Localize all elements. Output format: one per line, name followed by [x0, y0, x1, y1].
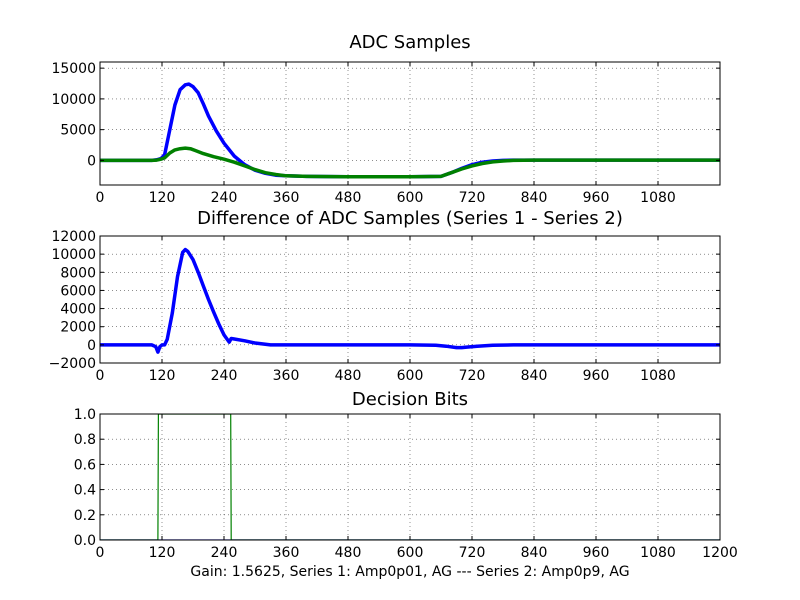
x-tick-label: 1080 [640, 368, 676, 384]
x-tick-label: 960 [583, 190, 610, 206]
plot-frame [99, 413, 721, 541]
x-tick-label: 600 [397, 190, 424, 206]
x-tick-label: 360 [273, 368, 300, 384]
difference-chart: Difference of ADC Samples (Series 1 - Se… [49, 208, 721, 384]
x-tick-label: 600 [397, 545, 424, 561]
series-line-2 [100, 146, 720, 179]
y-tick-label: 2000 [60, 320, 96, 336]
series-line-1 [100, 247, 720, 354]
y-tick-label: 10000 [51, 247, 96, 263]
y-tick-label: −2000 [49, 356, 96, 372]
x-tick-label: 960 [583, 368, 610, 384]
x-tick-label: 120 [149, 190, 176, 206]
x-tick-label: 480 [335, 190, 362, 206]
y-tick-label: 4000 [60, 302, 96, 318]
x-tick-label: 120 [149, 545, 176, 561]
chart-title: ADC Samples [349, 32, 470, 53]
x-tick-label: 120 [149, 368, 176, 384]
x-tick-label: 0 [96, 368, 105, 384]
x-tick-label: 840 [521, 545, 548, 561]
y-tick-label: 0.8 [74, 432, 96, 448]
x-tick-label: 0 [96, 190, 105, 206]
x-tick-label: 720 [459, 368, 486, 384]
y-tick-label: 15000 [51, 61, 96, 77]
x-tick-label: 960 [583, 545, 610, 561]
y-tick-label: 6000 [60, 283, 96, 299]
x-tick-label: 1080 [640, 545, 676, 561]
y-tick-label: 8000 [60, 265, 96, 281]
x-tick-label: 360 [273, 190, 300, 206]
x-tick-label: 720 [459, 545, 486, 561]
decision-bits-chart: Decision Bits Gain: 1.5625, Series 1: Am… [74, 389, 738, 580]
x-axis-label: Gain: 1.5625, Series 1: Amp0p01, AG --- … [190, 564, 629, 580]
y-tick-label: 10000 [51, 92, 96, 108]
chart-title: Difference of ADC Samples (Series 1 - Se… [197, 208, 623, 229]
x-tick-label: 840 [521, 190, 548, 206]
x-tick-label: 1080 [640, 190, 676, 206]
x-tick-label: 480 [335, 545, 362, 561]
x-tick-label: 720 [459, 190, 486, 206]
y-tick-label: 0.0 [74, 533, 96, 549]
x-tick-label: 1200 [702, 545, 738, 561]
x-tick-label: 480 [335, 368, 362, 384]
chart-title: Decision Bits [352, 389, 468, 410]
y-tick-label: 12000 [51, 229, 96, 245]
x-tick-label: 840 [521, 368, 548, 384]
x-tick-label: 0 [96, 545, 105, 561]
x-tick-label: 600 [397, 368, 424, 384]
x-tick-label: 360 [273, 545, 300, 561]
y-tick-label: 0.2 [74, 508, 96, 524]
y-tick-label: 0.6 [74, 457, 96, 473]
x-tick-label: 240 [211, 368, 238, 384]
x-tick-label: 240 [211, 190, 238, 206]
adc-samples-chart: ADC Samples 0 120 240 360 480 600 720 840 960 108… [51, 32, 721, 206]
x-tick-label: 240 [211, 545, 238, 561]
y-tick-label: 1.0 [74, 407, 96, 423]
y-tick-label: 0 [87, 338, 96, 354]
y-tick-label: 5000 [60, 123, 96, 139]
y-tick-label: 0 [87, 153, 96, 169]
series-line-2 [100, 414, 720, 540]
y-tick-label: 0.4 [74, 483, 96, 499]
